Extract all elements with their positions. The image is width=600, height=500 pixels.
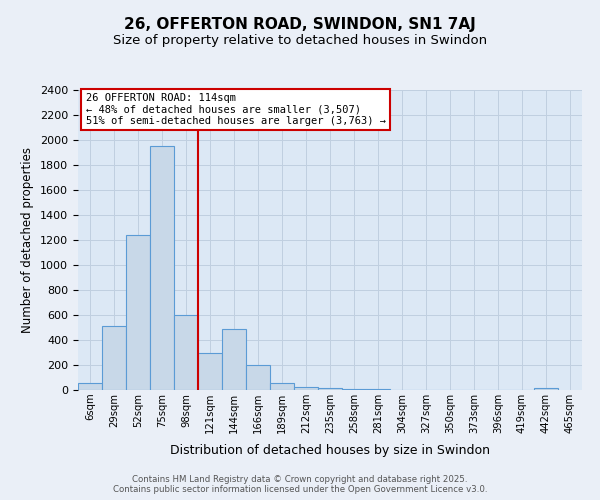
Y-axis label: Number of detached properties: Number of detached properties xyxy=(22,147,34,333)
Bar xyxy=(102,326,126,390)
Bar xyxy=(294,387,318,390)
Bar xyxy=(270,382,294,390)
Bar xyxy=(342,389,366,390)
Bar xyxy=(534,388,558,390)
Bar xyxy=(318,388,342,390)
X-axis label: Distribution of detached houses by size in Swindon: Distribution of detached houses by size … xyxy=(170,444,490,458)
Text: Contains HM Land Registry data © Crown copyright and database right 2025.
Contai: Contains HM Land Registry data © Crown c… xyxy=(113,474,487,494)
Text: 26 OFFERTON ROAD: 114sqm
← 48% of detached houses are smaller (3,507)
51% of sem: 26 OFFERTON ROAD: 114sqm ← 48% of detach… xyxy=(86,93,386,126)
Bar xyxy=(174,315,198,390)
Text: Size of property relative to detached houses in Swindon: Size of property relative to detached ho… xyxy=(113,34,487,47)
Text: 26, OFFERTON ROAD, SWINDON, SN1 7AJ: 26, OFFERTON ROAD, SWINDON, SN1 7AJ xyxy=(124,18,476,32)
Bar xyxy=(126,235,150,390)
Bar xyxy=(222,329,246,390)
Bar xyxy=(246,365,270,390)
Bar xyxy=(198,352,222,390)
Bar xyxy=(78,382,102,390)
Bar xyxy=(150,146,174,390)
